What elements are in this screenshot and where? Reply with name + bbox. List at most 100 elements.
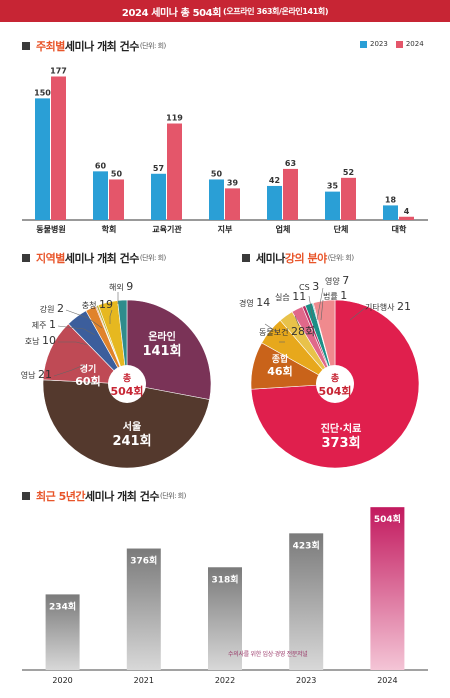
slice-label: 법률 1 — [323, 289, 347, 302]
bar-value-label: 150 — [34, 88, 51, 97]
leader-line — [308, 295, 314, 321]
bar-2024-7 — [399, 216, 414, 220]
bar-2023-7 — [383, 205, 398, 220]
slice-label: 강원 2 — [40, 302, 64, 315]
slice-label-value: 21 — [397, 300, 411, 313]
trend-bar-value: 423회 — [293, 539, 320, 551]
slice-label: 해외 9 — [109, 280, 133, 293]
region-title-unit: (단위: 회) — [139, 254, 166, 262]
bar-2023-6 — [325, 191, 340, 220]
trend-bar-2020 — [45, 594, 80, 670]
year-label: 2020 — [52, 676, 72, 685]
field-title-text: 세미나 — [256, 252, 285, 265]
slice-label-value: 10 — [42, 334, 56, 347]
bar-2024-5 — [283, 168, 298, 220]
category-label: 학회 — [102, 224, 117, 234]
slice-label-value: 11 — [292, 290, 306, 303]
slice-label: 온라인 — [148, 330, 176, 343]
legend-swatch-2024 — [395, 40, 403, 48]
category-label: 지부 — [218, 224, 233, 234]
leader-line — [320, 299, 324, 321]
trend-title-unit: (단위: 회) — [159, 492, 186, 500]
bar-2023-1 — [35, 98, 50, 220]
pie-slice-2 — [42, 379, 210, 469]
host-title-highlight: 주최별 — [36, 40, 65, 53]
slice-label: 실습 11 — [275, 290, 306, 303]
bar-value-label: 4 — [404, 207, 410, 216]
slice-label-value: 3 — [312, 280, 319, 293]
section-marker — [242, 254, 250, 262]
trend-bar-value: 504회 — [374, 513, 401, 525]
leader-line — [316, 287, 324, 321]
host-title-unit: (단위: 회) — [139, 42, 166, 50]
bar-value-label: 177 — [50, 66, 67, 75]
category-label: 대학 — [392, 224, 407, 234]
trend-bar-chart: 234회 2020 376회 2021 318회 2022 423회 2023 504회 2024 — [22, 507, 428, 685]
slice-value: 241회 — [112, 433, 151, 449]
year-label: 2021 — [134, 676, 154, 685]
trend-bar-value: 318회 — [211, 573, 238, 585]
bar-value-label: 52 — [343, 168, 354, 177]
slice-value: 373회 — [321, 435, 360, 451]
trend-title-text: 세미나 개최 건수 — [84, 490, 160, 503]
slice-label: 종합 — [272, 353, 289, 365]
legend-label-2023: 2023 — [370, 40, 388, 48]
field-chart-title: 세미나 강의 분야 (단위: 회) — [242, 250, 354, 266]
bar-value-label: 63 — [285, 159, 296, 168]
slice-label-value: 21 — [38, 368, 52, 381]
bar-2024-3 — [167, 123, 182, 220]
slice-label-name: 실습 — [275, 292, 292, 302]
slice-label: 경영 14 — [239, 296, 270, 309]
slice-label-name: 경영 — [239, 298, 256, 308]
bar-value-label: 39 — [227, 178, 239, 187]
slice-label-name: 법률 — [323, 291, 340, 301]
pie-slice-9 — [117, 299, 128, 385]
bar-value-label: 119 — [166, 114, 183, 123]
field-title-unit: (단위: 회) — [327, 254, 354, 262]
slice-label: 기타행사 21 — [365, 300, 411, 313]
trend-title-highlight: 최근 5년간 — [36, 490, 85, 503]
slice-label-value: 19 — [99, 298, 113, 311]
trend-bar-value: 234회 — [49, 600, 76, 612]
year-label: 2023 — [296, 676, 316, 685]
trend-bar-value: 376회 — [130, 555, 157, 567]
slice-label-value: 1 — [49, 318, 56, 331]
category-label: 업체 — [276, 224, 291, 234]
bar-value-label: 60 — [95, 161, 107, 170]
bar-2023-4 — [209, 179, 224, 220]
header-banner: 2024 세미나 총 504회 (오프라인 363회/온라인141회) — [0, 0, 450, 22]
trend-bar-2023 — [289, 533, 324, 670]
banner-title: 2024 세미나 총 504회 — [121, 7, 222, 19]
year-label: 2024 — [377, 676, 397, 685]
leader-line — [65, 309, 103, 329]
slice-label-name: 충청 — [82, 301, 99, 310]
legend-swatch-2023 — [360, 40, 367, 48]
slice-label: 경기 — [80, 363, 97, 375]
section-marker — [22, 254, 30, 262]
section-marker — [22, 42, 30, 50]
bar-2024-1 — [51, 76, 66, 221]
bar-2023-3 — [151, 173, 166, 220]
bar-2024-2 — [109, 179, 124, 220]
bar-2023-5 — [267, 185, 282, 220]
leader-line — [109, 309, 113, 324]
pie-center-circle — [108, 365, 146, 403]
slice-label-value: 9 — [126, 280, 133, 293]
slice-label: 호남 10 — [25, 334, 56, 347]
region-chart-title: 지역별 세미나 개최 건수 (단위: 회) — [22, 250, 166, 266]
trend-bar-2021 — [126, 548, 161, 670]
slice-label-value: 7 — [342, 274, 349, 287]
slice-label-name: 영남 — [21, 370, 38, 380]
legend-label-2024: 2024 — [405, 40, 424, 48]
bar-value-label: 35 — [327, 182, 339, 191]
pie-center-circle — [316, 365, 354, 403]
slice-label: CS 3 — [299, 280, 319, 293]
slice-label-name: 해외 — [109, 282, 126, 292]
host-chart-title: 주최별 세미나 개최 건수 (단위: 회) — [22, 38, 166, 54]
slice-label-value: 14 — [256, 296, 270, 309]
category-label: 동물병원 — [36, 224, 65, 234]
bar-value-label: 50 — [111, 169, 123, 178]
